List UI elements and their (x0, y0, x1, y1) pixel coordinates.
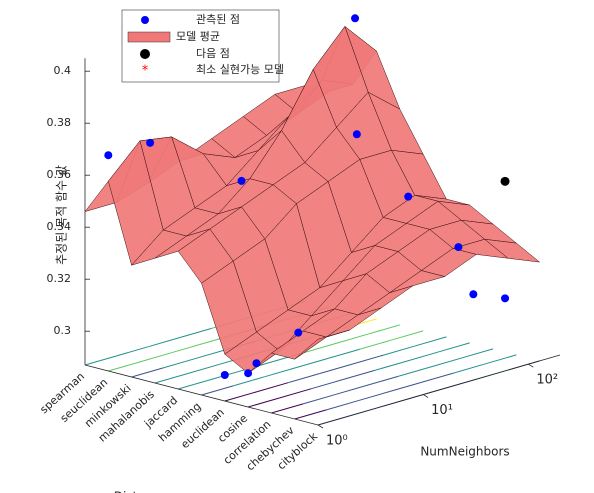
contour (171, 343, 204, 354)
contour (336, 333, 369, 344)
z-tick-label: 0.32 (47, 272, 72, 285)
y-tick-label: 10¹ (431, 403, 453, 418)
observed-point (220, 371, 229, 379)
y-axis-label: NumNeighbors (420, 445, 509, 459)
contour (334, 385, 367, 396)
contour (116, 346, 149, 357)
contour (311, 379, 344, 390)
contour (233, 376, 265, 387)
observed-point (146, 138, 155, 147)
contour (326, 400, 359, 411)
legend-symbol (140, 49, 150, 59)
observed-point (237, 176, 246, 185)
contour (437, 342, 470, 353)
contour (397, 366, 430, 377)
contour (414, 336, 447, 347)
legend-symbol (141, 16, 149, 24)
contour (359, 339, 392, 350)
observed-point (104, 151, 113, 160)
z-tick-label: 0.34 (47, 220, 72, 233)
legend-label: 모델 평균 (176, 30, 220, 43)
contour (327, 348, 360, 359)
contour (366, 375, 399, 387)
contour (461, 348, 494, 359)
contour (357, 391, 390, 402)
legend-symbol (127, 31, 171, 43)
z-axis-label: 추정된 목적 함수 값 (55, 165, 69, 265)
y-tick (317, 424, 324, 429)
legend-label: 다음 점 (196, 47, 230, 60)
contour (351, 354, 384, 365)
contour (452, 363, 485, 374)
contour (179, 327, 212, 339)
contour (194, 349, 227, 360)
contour (484, 354, 517, 365)
contour (319, 363, 352, 375)
contour (139, 352, 172, 363)
contour (382, 345, 415, 356)
y-tick-label: 10⁰ (326, 434, 348, 449)
next-point (500, 176, 510, 186)
surface-patch (294, 329, 350, 360)
contour (429, 357, 462, 368)
contour (154, 373, 187, 384)
points (104, 14, 510, 379)
contour (296, 357, 329, 369)
contour (201, 385, 234, 396)
observed-point (351, 14, 360, 23)
contour (389, 381, 422, 393)
contour (256, 382, 289, 393)
contour (368, 324, 400, 335)
contour (374, 360, 407, 371)
contour (84, 355, 117, 366)
surface (84, 25, 541, 374)
legend-label: 최소 실현가능 모델 (196, 63, 284, 76)
z-tick-label: 0.38 (47, 116, 72, 129)
legend-label: 관측된 점 (196, 13, 240, 26)
contour (108, 361, 141, 372)
z-tick-label: 0.4 (54, 64, 72, 77)
contour (406, 351, 439, 362)
observed-point (352, 130, 361, 139)
observed-point (454, 243, 463, 252)
contour (342, 369, 375, 381)
contour (131, 367, 164, 378)
contour (391, 330, 424, 341)
z-tick-label: 0.36 (47, 168, 72, 181)
observed-point (252, 359, 261, 368)
contour (186, 364, 219, 375)
y-tick (528, 363, 534, 368)
legend-symbol: * (142, 64, 149, 79)
contour (264, 367, 297, 378)
contour (271, 403, 304, 414)
contour (247, 397, 280, 408)
y-tick-label: 10² (536, 373, 558, 388)
contour (163, 358, 196, 369)
x-axis-label: Distance (114, 490, 166, 493)
y-tick (422, 394, 429, 398)
contour (421, 372, 454, 383)
legend: 관측된 점 모델 평균 다음 점 * 최소 실현가능 모델 (121, 9, 284, 83)
observed-point (294, 328, 303, 337)
contour (304, 342, 337, 353)
contour (178, 379, 210, 390)
contour (302, 394, 335, 405)
contour (294, 409, 327, 420)
z-tick-label: 0.3 (54, 324, 72, 337)
contour (279, 388, 312, 399)
contour (224, 391, 257, 402)
contour (287, 373, 320, 384)
observed-point (501, 294, 510, 303)
contour (148, 337, 181, 348)
observed-point (404, 192, 413, 201)
observed-point (244, 369, 253, 378)
observed-point (469, 290, 478, 299)
